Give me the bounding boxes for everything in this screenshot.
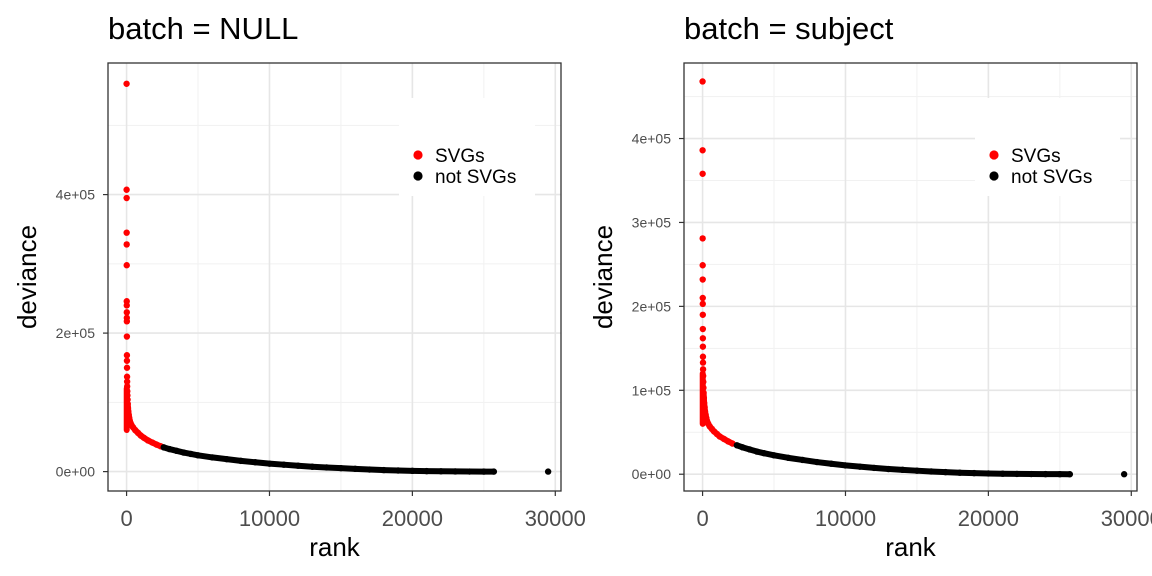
legend-label: SVGs — [1011, 146, 1061, 167]
data-point — [699, 300, 706, 308]
data-point — [123, 333, 131, 340]
panel-border — [107, 62, 562, 492]
data-point — [699, 359, 707, 366]
data-point — [123, 364, 131, 371]
panel-1: 0e+00 2e+05 4e+05 0 10000 20000 30000 batch = N… — [12, 11, 586, 562]
data-point — [123, 80, 130, 87]
y-axis-title: deviance — [12, 225, 42, 329]
data-point — [699, 262, 706, 269]
data-point — [699, 170, 706, 177]
x-tick-label: 20000 — [382, 506, 443, 531]
series-svgs — [123, 80, 165, 450]
y-tick-label: 1e+05 — [632, 382, 672, 398]
y-tick-label: 4e+05 — [632, 131, 672, 147]
legend-key — [413, 171, 423, 181]
data-point — [123, 262, 130, 269]
data-point — [699, 335, 707, 342]
x-tick-label: 0 — [120, 506, 132, 531]
legend-box — [975, 98, 1120, 196]
legend-label: not SVGs — [1011, 167, 1092, 188]
x-tick-label: 30000 — [1101, 506, 1152, 531]
x-tick-label: 0 — [696, 506, 708, 531]
series-not-svgs — [733, 442, 1128, 478]
data-point — [699, 325, 707, 333]
data-point — [699, 78, 706, 85]
dense-points-band — [733, 442, 1073, 478]
legend-label: SVGs — [435, 146, 485, 167]
data-point — [699, 147, 706, 154]
data-point — [699, 311, 707, 318]
data-point — [123, 352, 131, 359]
chart-title: batch = NULL — [108, 11, 298, 46]
y-tick-label: 0e+00 — [632, 466, 672, 482]
data-point — [699, 343, 707, 350]
data-point — [123, 229, 130, 236]
data-point — [123, 186, 130, 193]
data-point — [123, 373, 131, 380]
y-tick-label: 4e+05 — [56, 187, 96, 203]
x-tick-label: 30000 — [525, 506, 586, 531]
x-axis-title: rank — [885, 532, 937, 562]
data-point — [123, 241, 130, 248]
data-point — [544, 468, 552, 475]
data-point — [123, 378, 131, 385]
series-svgs — [699, 78, 736, 447]
panel-border — [683, 62, 1138, 492]
legend-box — [399, 98, 535, 196]
data-point — [699, 276, 706, 283]
x-tick-label: 10000 — [239, 506, 300, 531]
y-tick-label: 0e+00 — [56, 464, 96, 480]
grid — [684, 63, 1137, 491]
data-point — [699, 294, 706, 302]
legend-key — [413, 150, 423, 160]
chart-title: batch = subject — [684, 11, 894, 46]
y-tick-label: 2e+05 — [632, 298, 672, 314]
data-point — [123, 309, 131, 316]
y-tick-label: 2e+05 — [56, 325, 96, 341]
data-point — [123, 194, 130, 202]
legend-label: not SVGs — [435, 167, 516, 188]
series-not-svgs — [160, 444, 552, 475]
data-point — [699, 353, 707, 360]
data-point — [699, 235, 706, 242]
legend-key — [989, 171, 999, 181]
legend-key — [989, 150, 999, 160]
data-point — [123, 302, 130, 309]
data-point — [1120, 471, 1128, 478]
x-tick-label: 10000 — [815, 506, 876, 531]
y-tick-label: 3e+05 — [632, 214, 672, 230]
x-tick-label: 20000 — [958, 506, 1019, 531]
dense-points-band — [124, 400, 164, 450]
data-point — [123, 318, 131, 325]
dense-points-band — [700, 389, 736, 447]
dense-points-band — [160, 444, 497, 475]
panel-2: 0e+00 1e+05 2e+05 3e+05 4e+05 0 10000 20000 3000… — [588, 11, 1152, 562]
y-axis-title: deviance — [588, 225, 618, 329]
data-point — [123, 357, 131, 364]
x-axis-title: rank — [309, 532, 361, 562]
